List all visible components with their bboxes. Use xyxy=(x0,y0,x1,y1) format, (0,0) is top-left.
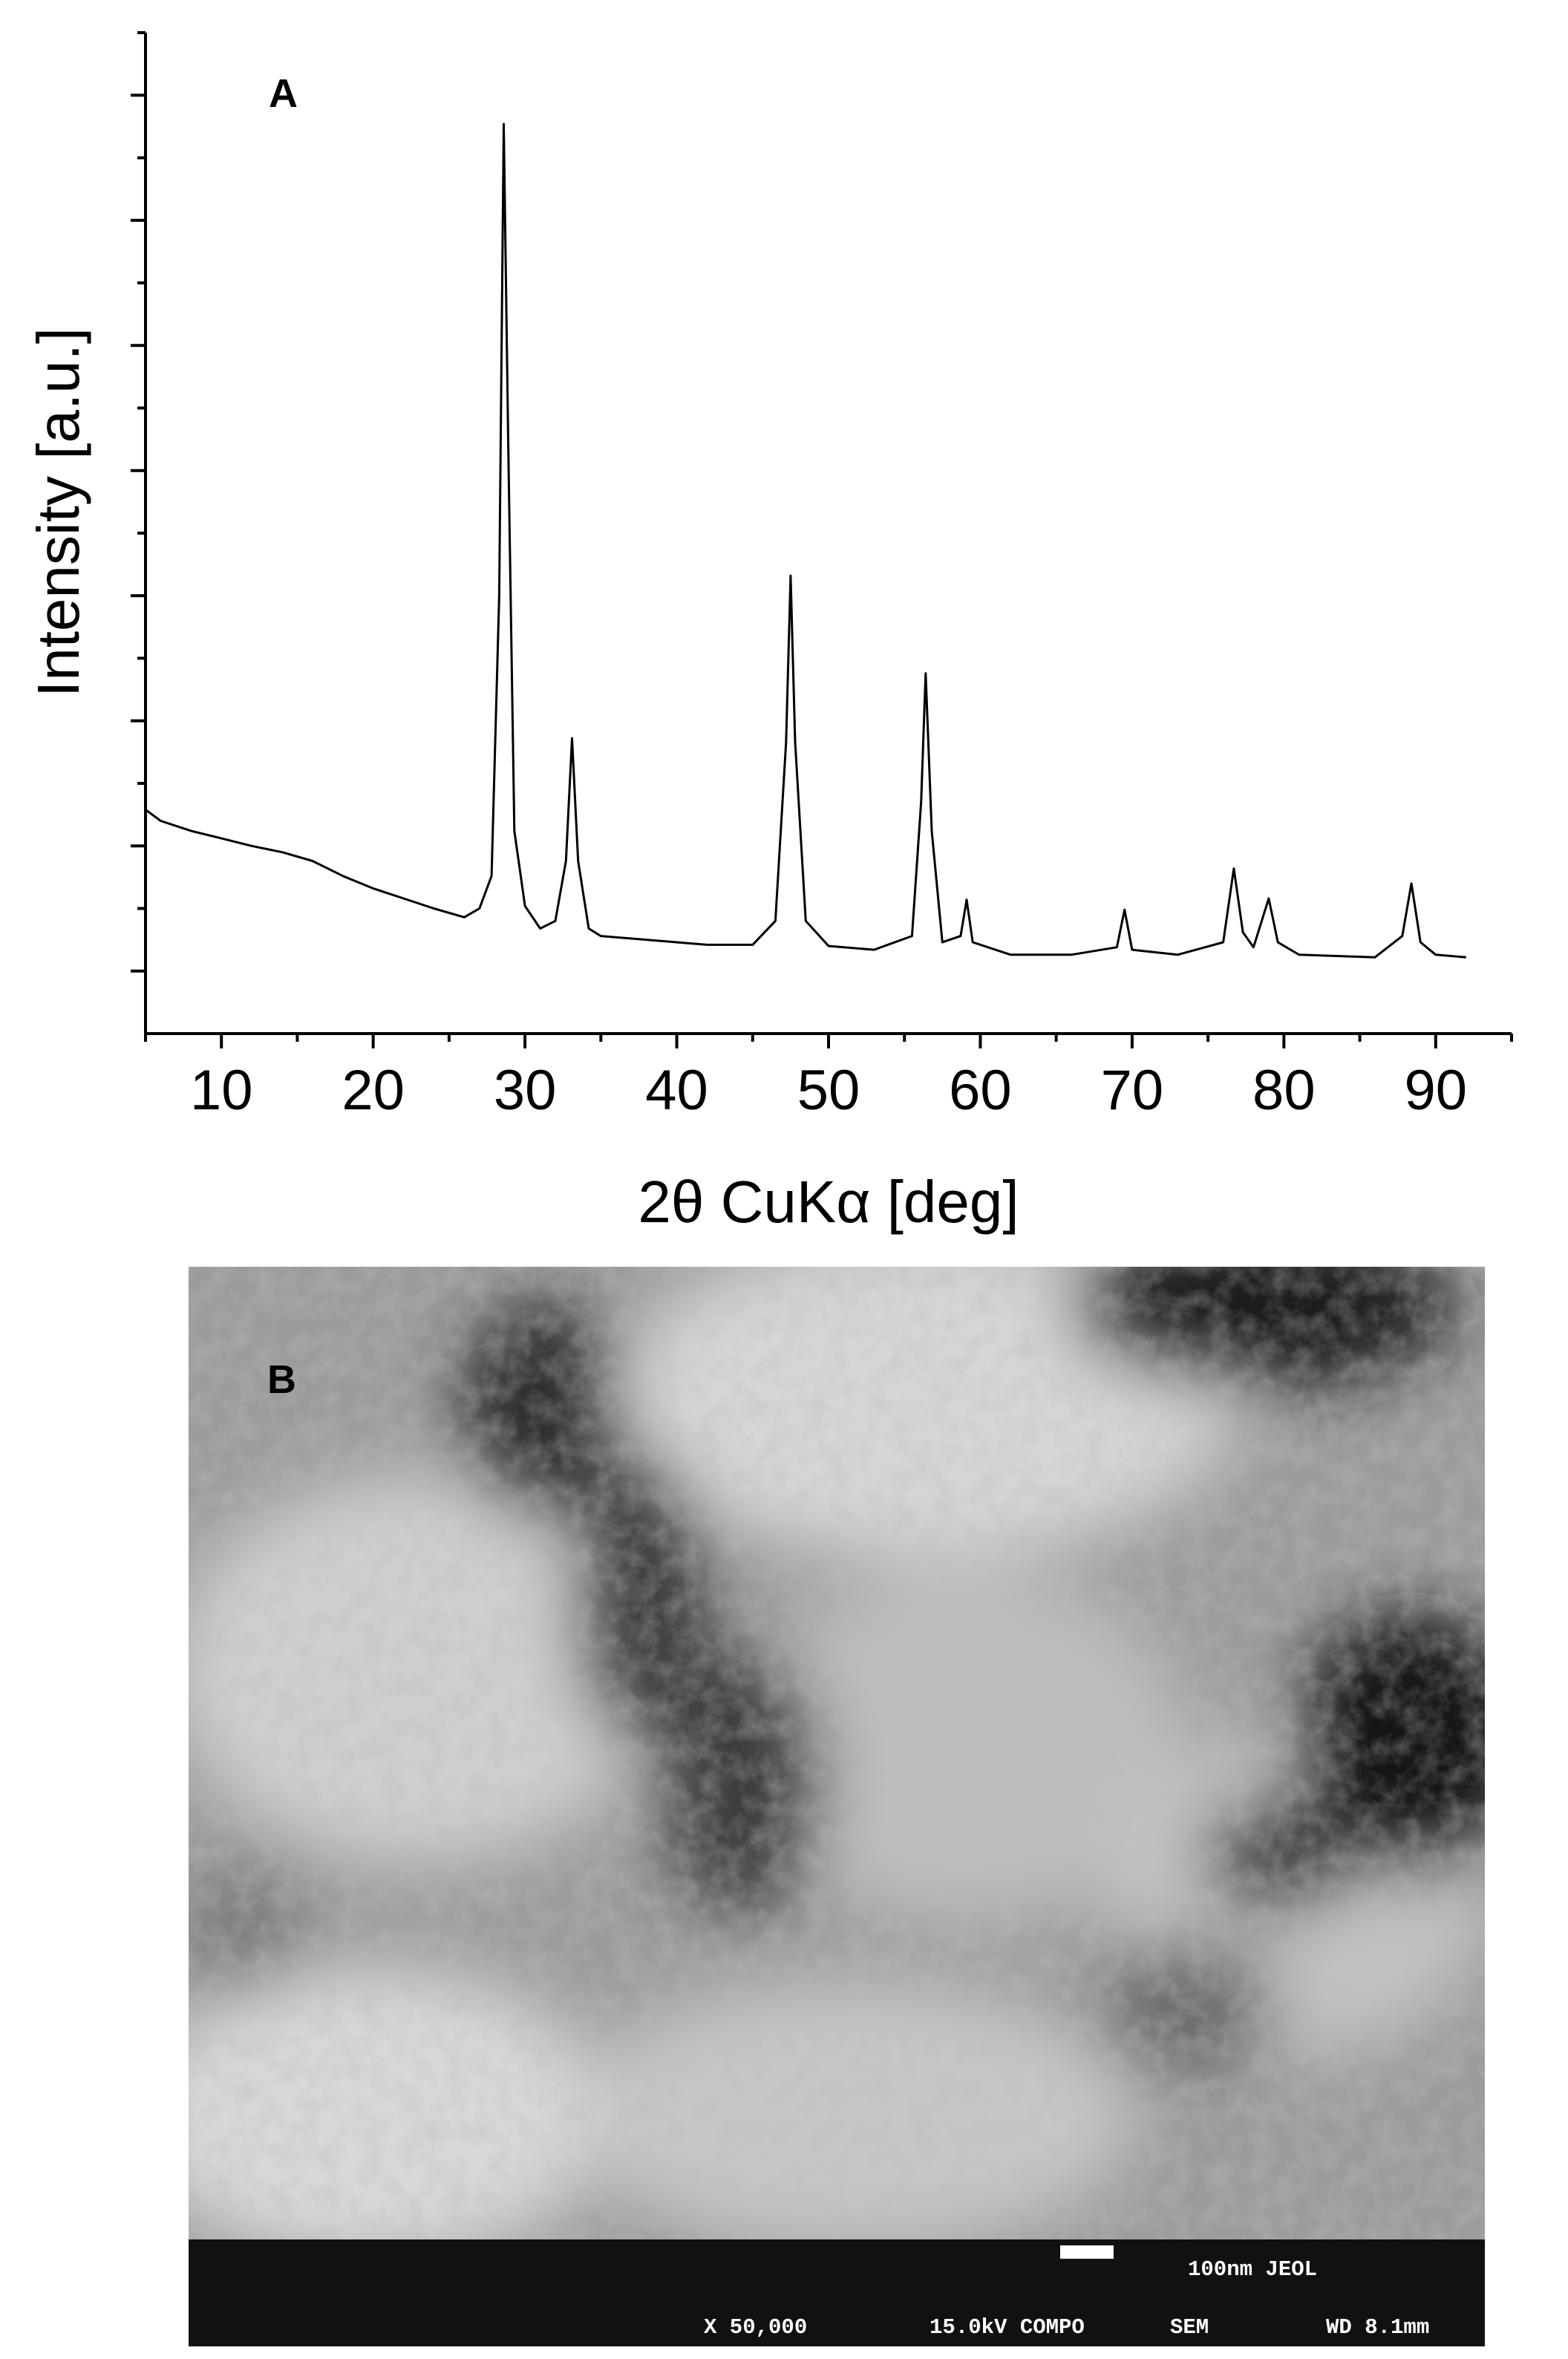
x-tick-label: 10 xyxy=(190,1059,253,1122)
magnification: X 50,000 xyxy=(704,2315,807,2340)
working-distance: WD 8.1mm xyxy=(1326,2315,1429,2340)
x-tick-label: 80 xyxy=(1252,1059,1316,1122)
x-tick-label: 70 xyxy=(1101,1059,1164,1122)
scale-bar xyxy=(1060,2245,1114,2259)
voltage-mode: 15.0kV COMPO xyxy=(930,2315,1085,2340)
data-line xyxy=(145,123,1466,959)
scale-text: 100nm JEOL xyxy=(1188,2257,1317,2282)
panel-label: A xyxy=(269,71,298,116)
sem-image xyxy=(189,1267,1485,2239)
x-tick-label: 90 xyxy=(1405,1059,1468,1122)
x-tick-label: 30 xyxy=(494,1059,557,1122)
detector: SEM xyxy=(1170,2315,1209,2340)
x-tick-label: 40 xyxy=(645,1059,708,1122)
x-tick-label: 60 xyxy=(949,1059,1012,1122)
x-axis-title: 2θ CuKα [deg] xyxy=(638,1169,1019,1235)
panel-label: B xyxy=(267,1357,296,1402)
x-tick-label: 50 xyxy=(797,1059,860,1122)
y-axis-title: Intensity [a.u.] xyxy=(25,327,91,697)
info-bar xyxy=(189,2239,1485,2346)
x-tick-label: 20 xyxy=(342,1059,405,1122)
